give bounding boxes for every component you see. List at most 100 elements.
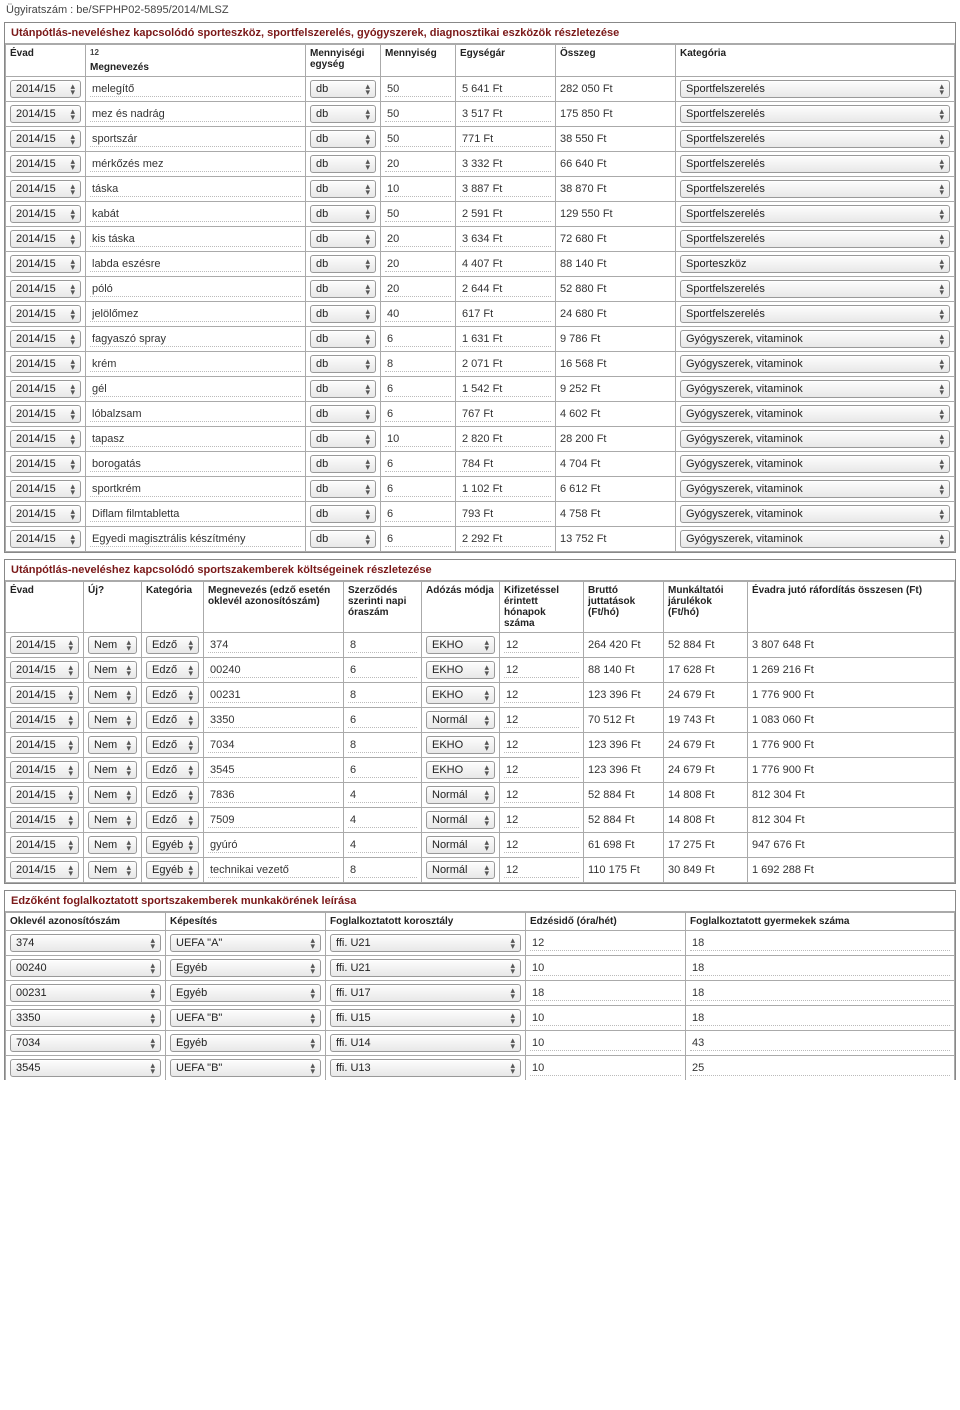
megnevezes-input[interactable] [90,482,301,497]
megnevezes-input[interactable] [90,432,301,447]
kepesites-select[interactable]: Egyéb▴▾ [170,1034,321,1052]
egyseg-select[interactable]: db▴▾ [310,105,376,123]
kategoria-select[interactable]: Gyógyszerek, vitaminok▴▾ [680,455,950,473]
evad-select[interactable]: 2014/15▴▾ [10,761,79,779]
oraszam-input[interactable] [348,663,417,678]
mennyiseg-input[interactable] [385,257,451,272]
honapok-input[interactable] [504,813,579,828]
korosztaly-select[interactable]: ffi. U14▴▾ [330,1034,521,1052]
kepesites-select[interactable]: Egyéb▴▾ [170,984,321,1002]
egysegar-input[interactable] [460,107,551,122]
oraszam-input[interactable] [348,738,417,753]
oraszam-input[interactable] [348,763,417,778]
adozas-select[interactable]: EKHO▴▾ [426,736,495,754]
gyermekek-input[interactable] [690,986,950,1001]
mennyiseg-input[interactable] [385,107,451,122]
adozas-select[interactable]: Normál▴▾ [426,711,495,729]
egyseg-select[interactable]: db▴▾ [310,405,376,423]
megnevezes-input[interactable] [90,382,301,397]
egysegar-input[interactable] [460,432,551,447]
egyseg-select[interactable]: db▴▾ [310,305,376,323]
evad-select[interactable]: 2014/15▴▾ [10,180,81,198]
megnevezes-input[interactable] [90,257,301,272]
megnevezes-input[interactable] [208,738,339,753]
megnevezes-input[interactable] [208,763,339,778]
edzesido-input[interactable] [530,961,681,976]
evad-select[interactable]: 2014/15▴▾ [10,330,81,348]
egysegar-input[interactable] [460,407,551,422]
kategoria-select[interactable]: Edző▴▾ [146,736,199,754]
kategoria-select[interactable]: Sportfelszerelés▴▾ [680,230,950,248]
kategoria-select[interactable]: Sportfelszerelés▴▾ [680,205,950,223]
honapok-input[interactable] [504,863,579,878]
mennyiseg-input[interactable] [385,307,451,322]
kategoria-select[interactable]: Sportfelszerelés▴▾ [680,130,950,148]
honapok-input[interactable] [504,713,579,728]
oraszam-input[interactable] [348,688,417,703]
uj-select[interactable]: Nem▴▾ [88,711,137,729]
oklevel-select[interactable]: 374▴▾ [10,934,161,952]
mennyiseg-input[interactable] [385,282,451,297]
mennyiseg-input[interactable] [385,132,451,147]
egysegar-input[interactable] [460,207,551,222]
megnevezes-input[interactable] [208,638,339,653]
oklevel-select[interactable]: 3350▴▾ [10,1009,161,1027]
megnevezes-input[interactable] [90,332,301,347]
evad-select[interactable]: 2014/15▴▾ [10,80,81,98]
megnevezes-input[interactable] [90,507,301,522]
adozas-select[interactable]: Normál▴▾ [426,786,495,804]
mennyiseg-input[interactable] [385,432,451,447]
megnevezes-input[interactable] [90,232,301,247]
evad-select[interactable]: 2014/15▴▾ [10,711,79,729]
megnevezes-input[interactable] [90,282,301,297]
gyermekek-input[interactable] [690,936,950,951]
honapok-input[interactable] [504,788,579,803]
evad-select[interactable]: 2014/15▴▾ [10,505,81,523]
edzesido-input[interactable] [530,1011,681,1026]
egysegar-input[interactable] [460,507,551,522]
egyseg-select[interactable]: db▴▾ [310,455,376,473]
korosztaly-select[interactable]: ffi. U21▴▾ [330,959,521,977]
adozas-select[interactable]: Normál▴▾ [426,861,495,879]
megnevezes-input[interactable] [90,407,301,422]
egyseg-select[interactable]: db▴▾ [310,255,376,273]
kategoria-select[interactable]: Egyéb▴▾ [146,836,199,854]
kategoria-select[interactable]: Sportfelszerelés▴▾ [680,80,950,98]
egysegar-input[interactable] [460,457,551,472]
kategoria-select[interactable]: Gyógyszerek, vitaminok▴▾ [680,380,950,398]
egyseg-select[interactable]: db▴▾ [310,330,376,348]
evad-select[interactable]: 2014/15▴▾ [10,155,81,173]
megnevezes-input[interactable] [208,813,339,828]
evad-select[interactable]: 2014/15▴▾ [10,430,81,448]
kategoria-select[interactable]: Sportfelszerelés▴▾ [680,105,950,123]
mennyiseg-input[interactable] [385,357,451,372]
kategoria-select[interactable]: Edző▴▾ [146,686,199,704]
evad-select[interactable]: 2014/15▴▾ [10,205,81,223]
gyermekek-input[interactable] [690,1061,950,1076]
edzesido-input[interactable] [530,936,681,951]
egysegar-input[interactable] [460,382,551,397]
oklevel-select[interactable]: 00240▴▾ [10,959,161,977]
mennyiseg-input[interactable] [385,182,451,197]
adozas-select[interactable]: Normál▴▾ [426,811,495,829]
kategoria-select[interactable]: Edző▴▾ [146,636,199,654]
egyseg-select[interactable]: db▴▾ [310,530,376,548]
egysegar-input[interactable] [460,482,551,497]
kategoria-select[interactable]: Gyógyszerek, vitaminok▴▾ [680,330,950,348]
evad-select[interactable]: 2014/15▴▾ [10,811,79,829]
megnevezes-input[interactable] [90,132,301,147]
egyseg-select[interactable]: db▴▾ [310,480,376,498]
egysegar-input[interactable] [460,157,551,172]
oklevel-select[interactable]: 3545▴▾ [10,1059,161,1077]
kategoria-select[interactable]: Edző▴▾ [146,811,199,829]
uj-select[interactable]: Nem▴▾ [88,686,137,704]
evad-select[interactable]: 2014/15▴▾ [10,355,81,373]
egysegar-input[interactable] [460,332,551,347]
mennyiseg-input[interactable] [385,332,451,347]
kategoria-select[interactable]: Gyógyszerek, vitaminok▴▾ [680,530,950,548]
egyseg-select[interactable]: db▴▾ [310,230,376,248]
egysegar-input[interactable] [460,82,551,97]
oraszam-input[interactable] [348,813,417,828]
evad-select[interactable]: 2014/15▴▾ [10,686,79,704]
egyseg-select[interactable]: db▴▾ [310,355,376,373]
